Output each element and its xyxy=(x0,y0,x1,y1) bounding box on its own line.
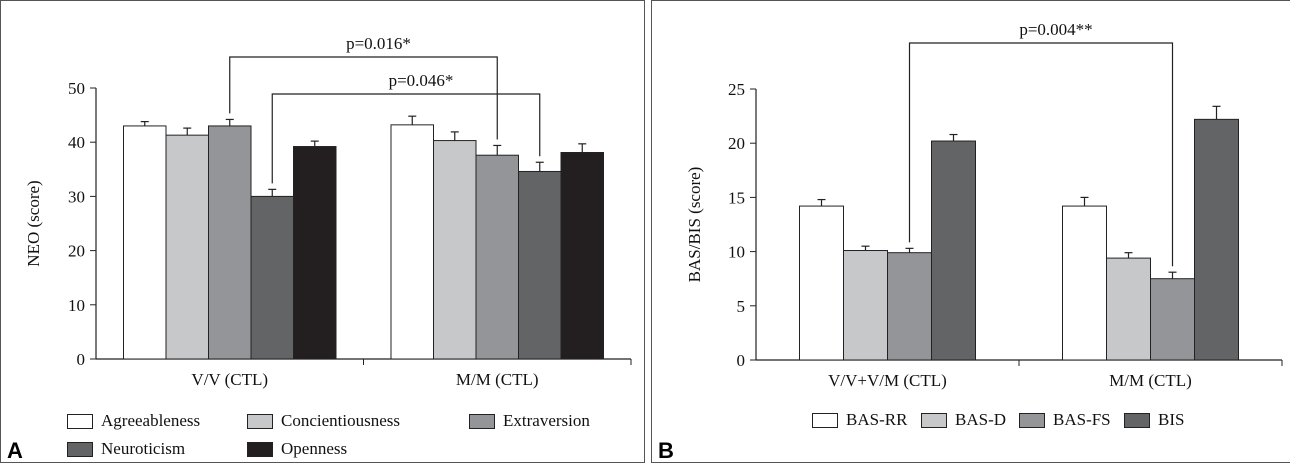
legend-label-bas-fs: BAS-FS xyxy=(1053,410,1111,429)
chart-panel-a: 0 10 20 30 40 50 NEO (score) V/V (CTL) M/M (CTL)… xyxy=(0,0,645,463)
significance-bracket xyxy=(271,93,541,184)
legend-item-bas-fs: BAS-FS xyxy=(1019,410,1111,430)
legend-item-agreeableness: Agreeableness xyxy=(67,411,200,431)
legend-swatch-bis xyxy=(1124,412,1150,428)
bar-bis-v-v-v-m-ctl xyxy=(931,140,976,361)
y-tick-label: 20 xyxy=(728,134,745,153)
y-tick-label: 5 xyxy=(737,297,746,316)
bar-extraversion-m-m-ctl xyxy=(475,154,519,360)
legend-swatch-neuroticism xyxy=(67,441,93,457)
y-tick-label: 30 xyxy=(68,187,85,206)
bas-bis-chart: 0 5 10 15 20 25 BAS/BIS (score) V/V+V/M (CTL) M/… xyxy=(685,20,1283,390)
legend-label-openness: Openness xyxy=(281,439,348,458)
legend-label-concientiousness: Concientiousness xyxy=(281,411,400,430)
x-tick-label-m-m-ctl: M/M (CTL) xyxy=(1109,371,1192,390)
significance-bracket xyxy=(229,56,498,140)
bar-bas-rr-v-v-v-m-ctl xyxy=(799,205,844,361)
panel-label-b: B xyxy=(658,438,674,463)
bar-neuroticism-v-v-ctl xyxy=(250,195,294,360)
bar-concientiousness-m-m-ctl xyxy=(433,140,477,360)
legend-swatch-bas-fs xyxy=(1019,412,1045,428)
x-tick-label-v-v-v-m-ctl: V/V+V/M (CTL) xyxy=(828,371,947,390)
legend-item-bis: BIS xyxy=(1124,410,1184,430)
legend-item-openness: Openness xyxy=(247,439,347,459)
y-tick-label: 10 xyxy=(728,243,745,262)
panel-label-a: A xyxy=(7,438,23,463)
y-tick-label: 50 xyxy=(68,79,85,98)
legend-label-bis: BIS xyxy=(1158,410,1185,429)
bar-bas-fs-m-m-ctl xyxy=(1150,278,1195,361)
y-tick-label: 25 xyxy=(728,80,745,99)
legend-label-bas-d: BAS-D xyxy=(955,410,1007,429)
bar-extraversion-v-v-ctl xyxy=(208,125,252,360)
y-axis-label: BAS/BIS (score) xyxy=(685,167,704,283)
legend-label-agreeableness: Agreeableness xyxy=(101,411,201,430)
y-tick-label: 10 xyxy=(68,296,85,315)
x-tick-label-v-v-ctl: V/V (CTL) xyxy=(191,370,268,389)
legend-label-bas-rr: BAS-RR xyxy=(846,410,908,429)
neo-chart: 0 10 20 30 40 50 NEO (score) V/V (CTL) M/M (CTL)… xyxy=(24,34,632,389)
legend-item-concientiousness: Concientiousness xyxy=(247,411,400,431)
legend-item-extraversion: Extraversion xyxy=(469,411,590,431)
y-tick-label: 15 xyxy=(728,188,745,207)
y-tick-label: 20 xyxy=(68,242,85,261)
bar-concientiousness-v-v-ctl xyxy=(165,134,209,360)
significance-bracket xyxy=(908,42,1174,267)
significance-label: p=0.004** xyxy=(1019,20,1092,39)
bar-neuroticism-m-m-ctl xyxy=(518,170,562,360)
significance-label: p=0.046* xyxy=(389,71,454,90)
legend-swatch-concientiousness xyxy=(247,413,273,429)
bar-bas-d-v-v-v-m-ctl xyxy=(843,250,888,361)
bar-bas-fs-v-v-v-m-ctl xyxy=(887,252,932,361)
bar-bas-d-m-m-ctl xyxy=(1106,257,1151,361)
y-tick-label: 40 xyxy=(68,133,85,152)
significance-label: p=0.016* xyxy=(346,34,411,53)
bar-openness-m-m-ctl xyxy=(560,151,604,360)
legend-item-bas-rr: BAS-RR xyxy=(812,410,907,430)
legend-label-neuroticism: Neuroticism xyxy=(101,439,186,458)
legend-label-extraversion: Extraversion xyxy=(503,411,590,430)
legend-swatch-openness xyxy=(247,441,273,457)
legend-item-bas-d: BAS-D xyxy=(921,410,1006,430)
bar-openness-v-v-ctl xyxy=(293,146,337,360)
legend-swatch-bas-rr xyxy=(812,412,838,428)
bar-bas-rr-m-m-ctl xyxy=(1062,205,1107,361)
legend-swatch-bas-d xyxy=(921,412,947,428)
y-tick-label: 0 xyxy=(77,350,86,369)
bar-agreeableness-m-m-ctl xyxy=(390,124,434,360)
legend-swatch-extraversion xyxy=(469,413,495,429)
chart-panel-b: 0 5 10 15 20 25 BAS/BIS (score) V/V+V/M (CTL) M/… xyxy=(651,0,1290,463)
x-tick-label-m-m-ctl: M/M (CTL) xyxy=(456,370,539,389)
y-axis-label: NEO (score) xyxy=(24,180,43,266)
legend-item-neuroticism: Neuroticism xyxy=(67,439,185,459)
legend-swatch-agreeableness xyxy=(67,413,93,429)
bar-bis-m-m-ctl xyxy=(1194,118,1239,361)
bar-agreeableness-v-v-ctl xyxy=(123,125,167,360)
y-tick-label: 0 xyxy=(737,351,746,370)
